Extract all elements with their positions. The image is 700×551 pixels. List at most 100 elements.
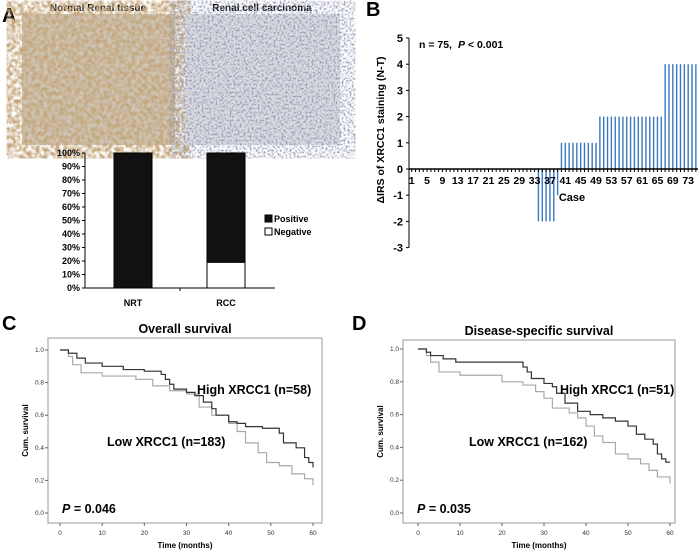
- x-tick-label: 20: [498, 530, 506, 537]
- bar-case-55: [618, 116, 620, 169]
- y-tick-label: 20%: [62, 256, 80, 266]
- y-axis-title: ΔIRS of XRCC1 staining (N-T): [375, 57, 387, 204]
- series-label-high: High XRCC1 (n=51): [560, 383, 674, 397]
- y-tick-label: 0.2: [390, 477, 399, 484]
- x-tick-label: 49: [590, 175, 602, 187]
- bar-case-53: [610, 116, 613, 169]
- bar-case-47: [587, 142, 590, 169]
- x-tick-label: 41: [559, 175, 571, 187]
- bar-case-61: [641, 116, 643, 169]
- x-tick-label: 50: [624, 530, 632, 537]
- series-label-low: Low XRCC1 (n=183): [107, 435, 225, 449]
- x-tick-label: 60: [666, 530, 674, 537]
- x-tick-label: 0: [58, 530, 62, 537]
- x-tick-label: 30: [540, 530, 548, 537]
- x-tick-label: 13: [452, 175, 464, 187]
- bar-positive-rcc: [206, 152, 246, 263]
- bar-case-51: [603, 116, 605, 169]
- bar-case-74: [691, 64, 693, 169]
- bar-case-63: [649, 116, 651, 169]
- bar-case-62: [645, 116, 647, 169]
- p-symbol: P: [62, 502, 71, 516]
- p-value-annotation: P = 0.035: [417, 502, 471, 516]
- y-tick-label: 0.8: [35, 380, 44, 387]
- y-tick-label: 0.6: [35, 412, 44, 419]
- bar-case-39: [556, 169, 559, 196]
- bar-case-38: [553, 169, 555, 222]
- plot-frame: [402, 339, 676, 524]
- x-tick-label: 60: [309, 530, 317, 537]
- bar-case-42: [568, 142, 570, 169]
- x-tick-label: 20: [141, 530, 149, 537]
- bar-case-67: [664, 64, 666, 169]
- y-tick-label: 4: [397, 59, 404, 71]
- y-tick-label: 0.4: [35, 445, 44, 452]
- bar-case-43: [572, 142, 574, 169]
- y-tick-label: 0.8: [390, 379, 399, 386]
- bar-case-64: [652, 116, 655, 169]
- p-symbol: P: [417, 502, 426, 516]
- x-tick-label: 21: [483, 175, 495, 187]
- legend-swatch-positive: [264, 214, 273, 223]
- y-tick-label: 2: [397, 112, 403, 124]
- x-tick-label: 29: [513, 175, 525, 187]
- x-axis-title: Time (months): [158, 541, 213, 550]
- bar-negative-rcc: [206, 261, 246, 289]
- chart-title: Overall survival: [138, 322, 231, 336]
- bar-case-41: [564, 142, 566, 169]
- bar-case-57: [626, 116, 628, 169]
- bar-case-72: [683, 64, 686, 169]
- y-tick-label: 0: [397, 164, 403, 176]
- bar-case-56: [622, 116, 624, 169]
- x-tick-label: 33: [529, 175, 541, 187]
- km-curve-high: [418, 348, 670, 463]
- y-tick-label: -3: [393, 243, 403, 255]
- bar-case-34: [537, 169, 540, 222]
- bar-positive-nrt: [113, 152, 153, 289]
- y-tick-label: 0.0: [35, 510, 44, 517]
- legend-label-positive: Positive: [274, 214, 309, 224]
- y-tick-label: 0.2: [35, 477, 44, 484]
- x-tick-label: 50: [267, 530, 275, 537]
- x-tick-label: 61: [636, 175, 648, 187]
- y-tick-label: 1: [397, 138, 403, 150]
- y-tick-label: 40%: [62, 229, 80, 239]
- x-axis-title: Case: [559, 192, 585, 204]
- x-tick-label: 40: [582, 530, 590, 537]
- n-value: n = 75,: [419, 39, 452, 51]
- x-tick-label: 45: [575, 175, 587, 187]
- bar-case-58: [629, 116, 632, 169]
- x-tick-label: 53: [606, 175, 618, 187]
- y-tick-label: 1.0: [35, 347, 44, 354]
- km-curve-low: [418, 348, 671, 484]
- p-value: < 0.001: [465, 39, 503, 51]
- p-value: = 0.035: [425, 502, 471, 516]
- bar-case-49: [595, 142, 597, 169]
- bar-case-54: [614, 116, 616, 169]
- y-tick-label: 100%: [57, 148, 80, 158]
- category-label: NRT: [124, 298, 143, 308]
- bar-case-35: [541, 169, 543, 222]
- bar-case-70: [675, 64, 678, 169]
- bar-case-44: [576, 142, 578, 169]
- y-tick-label: 60%: [62, 202, 80, 212]
- y-tick-label: 10%: [62, 270, 80, 280]
- bar-case-60: [637, 116, 639, 169]
- bar-case-36: [545, 169, 547, 222]
- normal-tissue-image: [22, 14, 175, 145]
- y-tick-label: 0%: [67, 283, 80, 293]
- x-tick-label: 10: [99, 530, 107, 537]
- y-tick-label: 1.0: [390, 346, 399, 353]
- x-tick-label: 17: [467, 175, 479, 187]
- stats-annotation: n = 75, P < 0.001: [419, 39, 503, 51]
- y-tick-label: 90%: [62, 162, 80, 172]
- y-axis-title: Cum. survival: [21, 404, 30, 456]
- y-tick-label: -1: [393, 190, 403, 202]
- plot-frame: [47, 337, 323, 524]
- bar-case-71: [679, 64, 682, 169]
- y-tick-label: 5: [397, 33, 403, 45]
- x-tick-label: 37: [544, 175, 556, 187]
- bar-case-52: [606, 116, 609, 169]
- bar-case-69: [672, 64, 674, 169]
- panel-label-c: C: [2, 313, 16, 335]
